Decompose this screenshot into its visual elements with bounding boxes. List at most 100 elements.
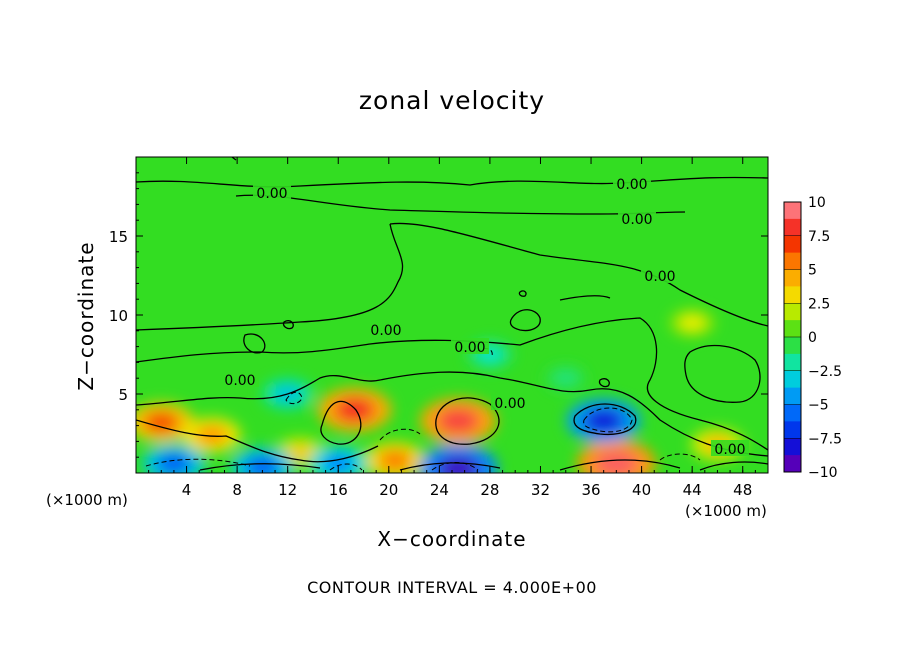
colorbar-segment (784, 320, 801, 338)
y-axis: 5 10 15 (109, 172, 768, 458)
contour-label-bg (491, 394, 529, 410)
contour-line (518, 290, 527, 297)
x-tick-label: 32 (531, 481, 550, 499)
contour-label-bg (253, 184, 291, 200)
contour-line (509, 309, 541, 332)
field-feature (679, 315, 705, 331)
colorbar-tick-label: 10 (808, 195, 826, 211)
contour-line (431, 462, 479, 471)
contour-line (145, 458, 251, 467)
contour-line (389, 222, 768, 327)
contour-line (583, 407, 633, 433)
contour-label: 0.00 (256, 186, 287, 202)
contour-line (199, 459, 768, 471)
field-feature (436, 455, 480, 473)
contour-label-bg (613, 175, 651, 191)
contour-line (320, 400, 362, 445)
field-feature (286, 444, 315, 461)
x-tick-label: 8 (232, 481, 242, 499)
contour-label: 0.00 (494, 396, 525, 412)
contour-line (329, 463, 363, 471)
contour-labels: 0.00 0.00 0.00 0.00 0.00 0.00 0.00 0.00 0.00 (221, 175, 749, 458)
x-tick-label: 44 (683, 481, 702, 499)
contour-line (282, 320, 294, 330)
field-features (136, 309, 744, 473)
colorbar-tick-label: 0 (808, 330, 817, 346)
contour-label-bg (641, 267, 679, 283)
field-feature (437, 408, 480, 434)
contour-interval-caption: CONTOUR INTERVAL = 4.000E+00 (307, 578, 597, 597)
contour-label-bg (367, 321, 405, 337)
contour-label-bg (221, 371, 259, 387)
contour-line (684, 344, 761, 403)
contour-line (136, 176, 768, 188)
contour-line (379, 428, 421, 441)
contour-line (598, 378, 610, 388)
chart-title: zonal velocity (358, 86, 546, 115)
x-unit-label-right: (×1000 m) (685, 502, 767, 520)
colorbar-tick-label: 5 (808, 263, 817, 279)
colorbar-segment (784, 421, 801, 439)
contour-label: 0.00 (370, 323, 401, 339)
contour-line (435, 397, 500, 445)
contour-label: 0.00 (644, 269, 675, 285)
field-feature (583, 408, 624, 433)
x-tick-label: 24 (430, 481, 449, 499)
colorbar-segment (784, 218, 801, 237)
colorbar-tick-label: 7.5 (808, 229, 830, 245)
x-tick-label: 28 (480, 481, 499, 499)
field-feature (594, 450, 638, 473)
contour-line (659, 453, 701, 461)
contour-label: 0.00 (454, 340, 485, 356)
y-axis-label: Z−coordinate (74, 241, 98, 391)
contour-label-bg (711, 440, 749, 456)
field-feature (554, 371, 577, 385)
contour-line (243, 333, 266, 354)
colorbar-segment (784, 387, 801, 405)
contour-label-bg (451, 338, 489, 354)
x-tick-label: 48 (733, 481, 752, 499)
y-tick-label: 10 (109, 307, 128, 325)
field-feature (378, 450, 412, 471)
contour-label: 0.00 (224, 373, 255, 389)
colorbar-tick-label: −2.5 (808, 364, 842, 380)
contour-line (136, 419, 379, 463)
contour-label: 0.00 (714, 442, 745, 458)
contour-line (285, 391, 303, 405)
contour-label: 0.00 (621, 212, 652, 228)
colorbar-tick-label: −10 (808, 465, 838, 481)
colorbar-segment (784, 455, 801, 473)
x-tick-label: 12 (278, 481, 297, 499)
field-feature (143, 411, 180, 434)
x-unit-label-left: (×1000 m) (46, 491, 128, 509)
colorbar-tick-label: 2.5 (808, 296, 830, 312)
colorbar-segment (784, 235, 801, 254)
x-tick-label: 4 (182, 481, 192, 499)
y-tick-label: 15 (109, 228, 128, 246)
colorbar-segment (784, 404, 801, 422)
colorbar-tick-label: −5 (808, 398, 829, 414)
field-feature (195, 425, 228, 445)
contour-line (573, 403, 637, 436)
colorbar-segment (784, 202, 801, 220)
y-tick-label: 5 (118, 386, 128, 404)
x-tick-label: 16 (329, 481, 348, 499)
x-tick-label: 20 (379, 481, 398, 499)
contour-line (559, 295, 611, 301)
contour-label: 0.00 (616, 177, 647, 193)
x-tick-label: 40 (632, 481, 651, 499)
colorbar-segment (784, 353, 801, 372)
field-feature (156, 453, 192, 473)
zero-contours (136, 157, 768, 471)
x-axis-label: X−coordinate (377, 527, 527, 551)
x-axis: 4 8 12 16 20 24 28 32 36 40 44 48 (148, 157, 756, 499)
contour-line (136, 223, 404, 331)
contour-line (136, 371, 768, 457)
colorbar-segment (784, 370, 801, 389)
colorbar-tick-label: −7.5 (808, 431, 842, 447)
field-feature (334, 397, 375, 422)
colorbar: 10 7.5 5 2.5 0 −2.5 −5 −7.5 −10 (783, 195, 842, 481)
x-tick-label: 36 (581, 481, 600, 499)
colorbar-segment (784, 269, 801, 287)
